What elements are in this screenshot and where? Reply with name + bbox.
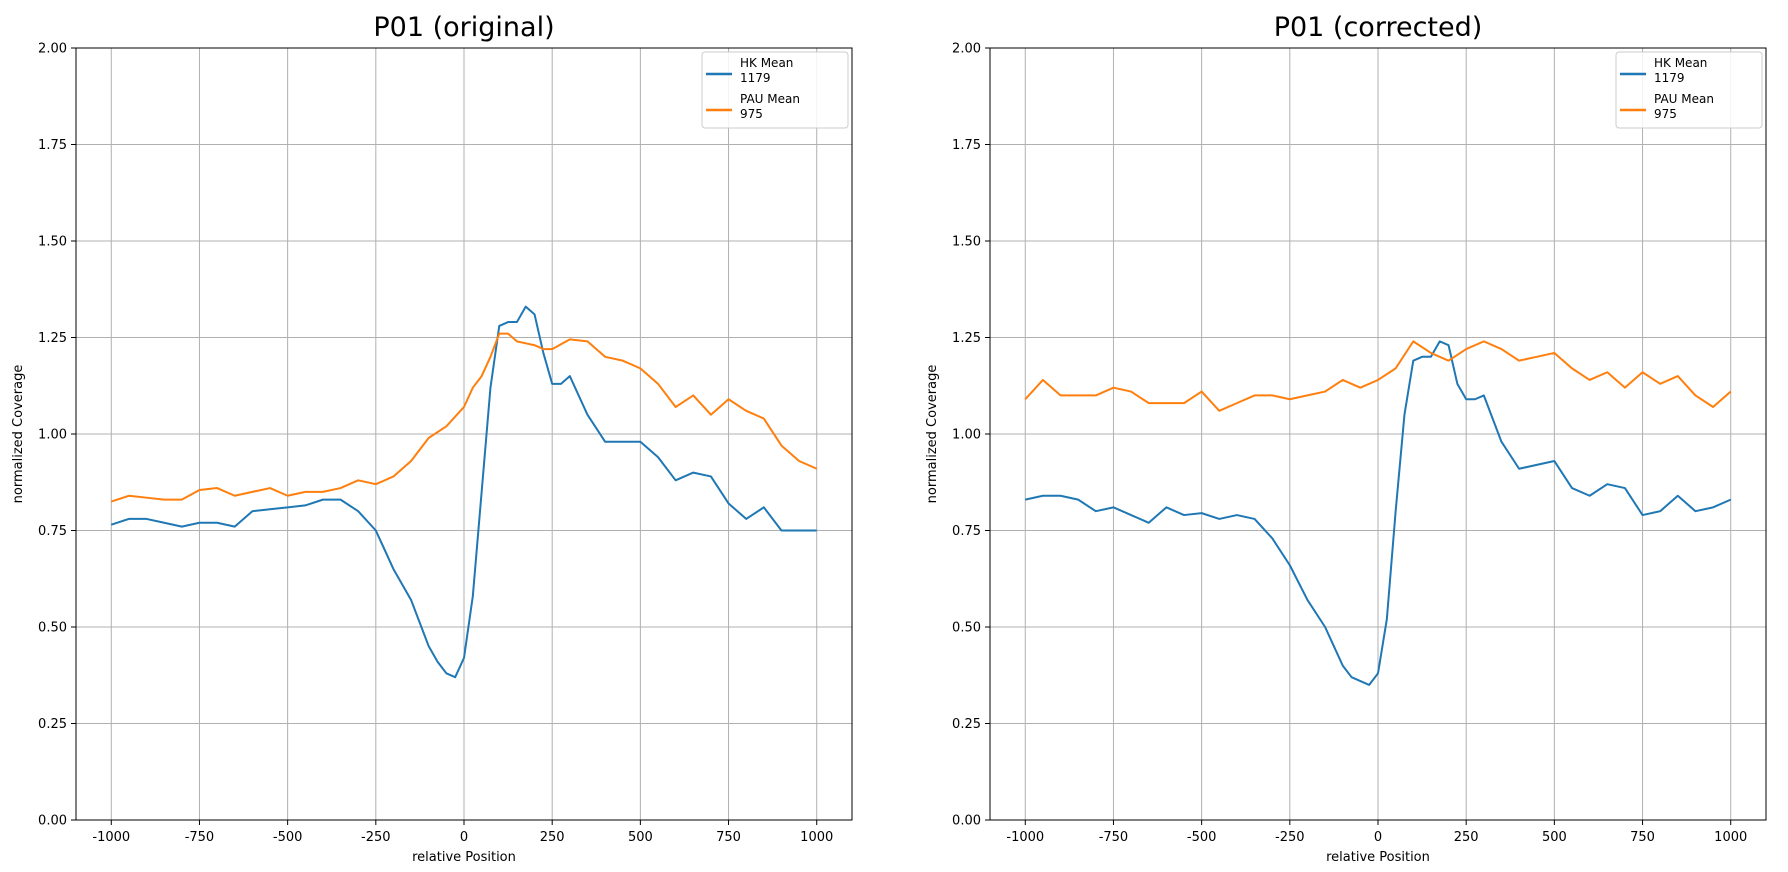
series-line-pau-mean — [1024, 340, 1732, 412]
legend-series-name: HK Mean — [1654, 56, 1707, 70]
chart-panel-corrected: -1000 -750 -500 -250 0 250 500 750 1000 0.00 0.25 0… — [925, 12, 1767, 865]
y-tick-label: 1.75 — [38, 138, 67, 153]
y-tick-label: 0.00 — [38, 814, 67, 829]
legend-series-count: 1179 — [740, 71, 771, 85]
x-tick-label: 500 — [628, 830, 653, 845]
x-tick-label: 1000 — [1714, 830, 1747, 845]
x-tick-label: 750 — [1630, 830, 1655, 845]
x-tick-label: -500 — [273, 830, 303, 845]
y-tick-label: 1.75 — [952, 138, 981, 153]
y-tick-label: 1.25 — [952, 331, 981, 346]
y-tick-label: 0.50 — [952, 621, 981, 636]
x-tick-label: 750 — [716, 830, 741, 845]
x-tick-label: -1000 — [92, 830, 130, 845]
x-tick-label: 500 — [1542, 830, 1567, 845]
y-tick-label: 2.00 — [38, 42, 67, 57]
x-tick-label: -500 — [1187, 830, 1217, 845]
y-tick-label: 0.00 — [952, 814, 981, 829]
legend-series-count: 1179 — [1654, 71, 1685, 85]
legend-box — [1615, 51, 1763, 129]
x-tick-label: 250 — [540, 830, 565, 845]
x-axis-label: relative Position — [412, 850, 516, 865]
series-line-hk-mean — [1025, 340, 1732, 686]
y-axis-label: normalized Coverage — [11, 365, 26, 504]
x-tick-label: 0 — [1374, 830, 1382, 845]
x-tick-label: -250 — [1275, 830, 1305, 845]
y-tick-label: 1.00 — [38, 428, 67, 443]
x-tick-label: -250 — [361, 830, 391, 845]
x-tick-label: 250 — [1454, 830, 1479, 845]
y-tick-label: 1.00 — [952, 428, 981, 443]
chart-title: P01 (corrected) — [1274, 12, 1483, 43]
y-tick-label: 1.25 — [38, 331, 67, 346]
series-line-pau-mean — [110, 332, 818, 503]
y-tick-label: 0.75 — [38, 524, 67, 539]
x-tick-label: 0 — [460, 830, 468, 845]
y-tick-label: 0.25 — [952, 717, 981, 732]
legend-series-count: 975 — [740, 107, 763, 121]
y-tick-label: 2.00 — [952, 42, 981, 57]
y-tick-label: 0.50 — [38, 621, 67, 636]
legend-series-name: PAU Mean — [1654, 92, 1714, 106]
legend-series-count: 975 — [1654, 107, 1677, 121]
y-tick-label: 1.50 — [38, 235, 67, 250]
y-axis-label: normalized Coverage — [925, 365, 940, 504]
y-tick-label: 0.25 — [38, 717, 67, 732]
x-tick-label: -750 — [1099, 830, 1129, 845]
chart-title: P01 (original) — [373, 12, 554, 43]
series-line-hk-mean — [110, 305, 817, 679]
x-axis-label: relative Position — [1326, 850, 1430, 865]
chart-panel-original: -1000 -750 -500 -250 0 250 500 750 1000 0.00 0.25 0… — [11, 12, 853, 865]
x-tick-label: -1000 — [1006, 830, 1044, 845]
y-tick-label: 1.50 — [952, 235, 981, 250]
legend-box — [701, 51, 849, 129]
legend-series-name: HK Mean — [740, 56, 793, 70]
x-tick-label: 1000 — [800, 830, 833, 845]
x-tick-label: -750 — [185, 830, 215, 845]
legend-series-name: PAU Mean — [740, 92, 800, 106]
y-tick-label: 0.75 — [952, 524, 981, 539]
